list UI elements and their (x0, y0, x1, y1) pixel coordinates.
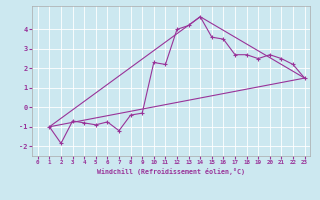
X-axis label: Windchill (Refroidissement éolien,°C): Windchill (Refroidissement éolien,°C) (97, 168, 245, 175)
